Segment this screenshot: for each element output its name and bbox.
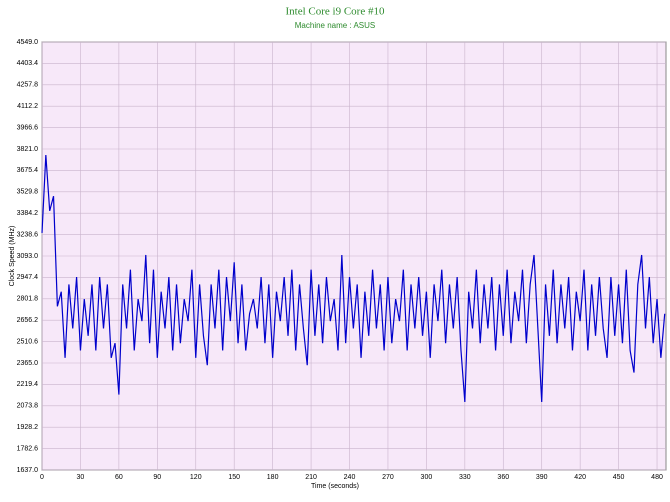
chart-subtitle: Machine name : ASUS bbox=[295, 21, 375, 30]
x-tick-label: 450 bbox=[613, 474, 625, 481]
x-tick-label: 210 bbox=[305, 474, 317, 481]
x-axis-label: Time (seconds) bbox=[311, 483, 359, 490]
x-tick-label: 270 bbox=[382, 474, 394, 481]
x-tick-label: 60 bbox=[115, 474, 123, 481]
y-tick-label: 3529.8 bbox=[17, 189, 39, 196]
y-tick-label: 3238.6 bbox=[17, 231, 39, 238]
x-tick-label: 390 bbox=[536, 474, 548, 481]
x-tick-label: 150 bbox=[228, 474, 240, 481]
y-tick-label: 1637.0 bbox=[17, 467, 39, 474]
data-line bbox=[41, 154, 666, 402]
y-tick-label: 4403.4 bbox=[17, 60, 39, 67]
x-tick-label: 90 bbox=[153, 474, 161, 481]
x-tick-label: 300 bbox=[421, 474, 433, 481]
x-tick-label: 420 bbox=[574, 474, 586, 481]
x-tick-label: 330 bbox=[459, 474, 471, 481]
x-tick-label: 240 bbox=[344, 474, 356, 481]
x-tick-label: 0 bbox=[40, 474, 44, 481]
y-tick-label: 3966.6 bbox=[17, 124, 39, 131]
y-tick-label: 3675.4 bbox=[17, 167, 39, 174]
y-tick-label: 4257.8 bbox=[17, 82, 39, 89]
y-tick-label: 2947.4 bbox=[17, 274, 39, 281]
x-tick-label: 30 bbox=[77, 474, 85, 481]
y-tick-label: 1782.6 bbox=[17, 445, 39, 452]
x-tick-label: 360 bbox=[497, 474, 509, 481]
y-tick-label: 4549.0 bbox=[17, 39, 39, 46]
y-tick-label: 2656.2 bbox=[17, 317, 39, 324]
y-tick-label: 3093.0 bbox=[17, 253, 39, 260]
chart-title: Intel Core i9 Core #10 bbox=[286, 6, 385, 18]
x-tick-label: 180 bbox=[267, 474, 279, 481]
y-tick-label: 2801.8 bbox=[17, 296, 39, 303]
x-tick-label: 480 bbox=[651, 474, 663, 481]
y-tick-label: 2219.4 bbox=[17, 381, 39, 388]
y-tick-label: 2073.8 bbox=[17, 403, 39, 410]
y-tick-label: 2365.0 bbox=[17, 360, 39, 367]
y-axis-label: Clock Speed (MHz) bbox=[9, 226, 16, 287]
y-tick-label: 3821.0 bbox=[17, 146, 39, 153]
x-tick-label: 120 bbox=[190, 474, 202, 481]
y-tick-label: 2510.6 bbox=[17, 338, 39, 345]
y-tick-label: 4112.2 bbox=[17, 103, 38, 110]
y-tick-label: 3384.2 bbox=[17, 210, 39, 217]
y-tick-label: 1928.2 bbox=[17, 424, 39, 431]
